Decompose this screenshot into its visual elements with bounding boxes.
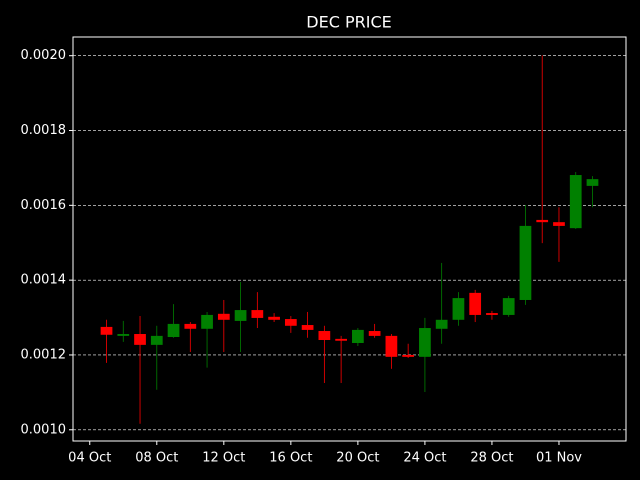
candle-body: [284, 319, 297, 326]
x-tick-label: 28 Oct: [470, 451, 513, 466]
candle-body: [586, 179, 599, 186]
candle-body: [150, 335, 163, 345]
x-tick-label: 04 Oct: [68, 451, 111, 466]
candle-body: [368, 331, 381, 336]
chart-title: DEC PRICE: [306, 13, 391, 32]
x-tick-label: 20 Oct: [336, 451, 379, 466]
candle-body: [502, 298, 515, 315]
y-tick-label: 0.0018: [21, 123, 67, 138]
candle-body: [385, 335, 398, 357]
candle-body: [352, 329, 364, 343]
candle-body: [234, 310, 247, 321]
candle-body: [402, 354, 415, 357]
candle-body: [201, 314, 213, 329]
candle-body: [569, 175, 582, 229]
candle-body: [117, 334, 130, 336]
x-tick-label: 08 Oct: [135, 451, 178, 466]
candle-body: [301, 325, 314, 330]
candle-body: [435, 319, 448, 329]
plot-frame: [72, 36, 627, 442]
y-tick-label: 0.0010: [21, 422, 67, 437]
y-tick-label: 0.0012: [21, 347, 67, 362]
candle-body: [217, 313, 230, 320]
candle-body: [469, 292, 482, 315]
x-tick-label: 12 Oct: [202, 451, 245, 466]
y-tick-label: 0.0016: [21, 198, 67, 213]
candle-body: [419, 328, 431, 357]
candle-body: [100, 326, 113, 335]
candle-body: [268, 316, 280, 320]
x-tick-label: 24 Oct: [403, 451, 446, 466]
candle-body: [452, 298, 465, 320]
candle-body: [486, 313, 498, 315]
candle-body: [251, 310, 264, 318]
candle-body: [536, 219, 549, 223]
candle-body: [553, 222, 565, 226]
candle-body: [519, 225, 532, 300]
candle-body: [167, 323, 180, 338]
y-tick-label: 0.0014: [21, 273, 67, 288]
candle-body: [318, 331, 331, 340]
x-tick-label: 16 Oct: [269, 451, 312, 466]
candle-body: [184, 323, 197, 329]
candle-body: [134, 334, 146, 345]
y-tick-label: 0.0020: [21, 48, 67, 63]
candle-body: [335, 338, 347, 341]
x-tick-label: 01 Nov: [536, 451, 582, 466]
